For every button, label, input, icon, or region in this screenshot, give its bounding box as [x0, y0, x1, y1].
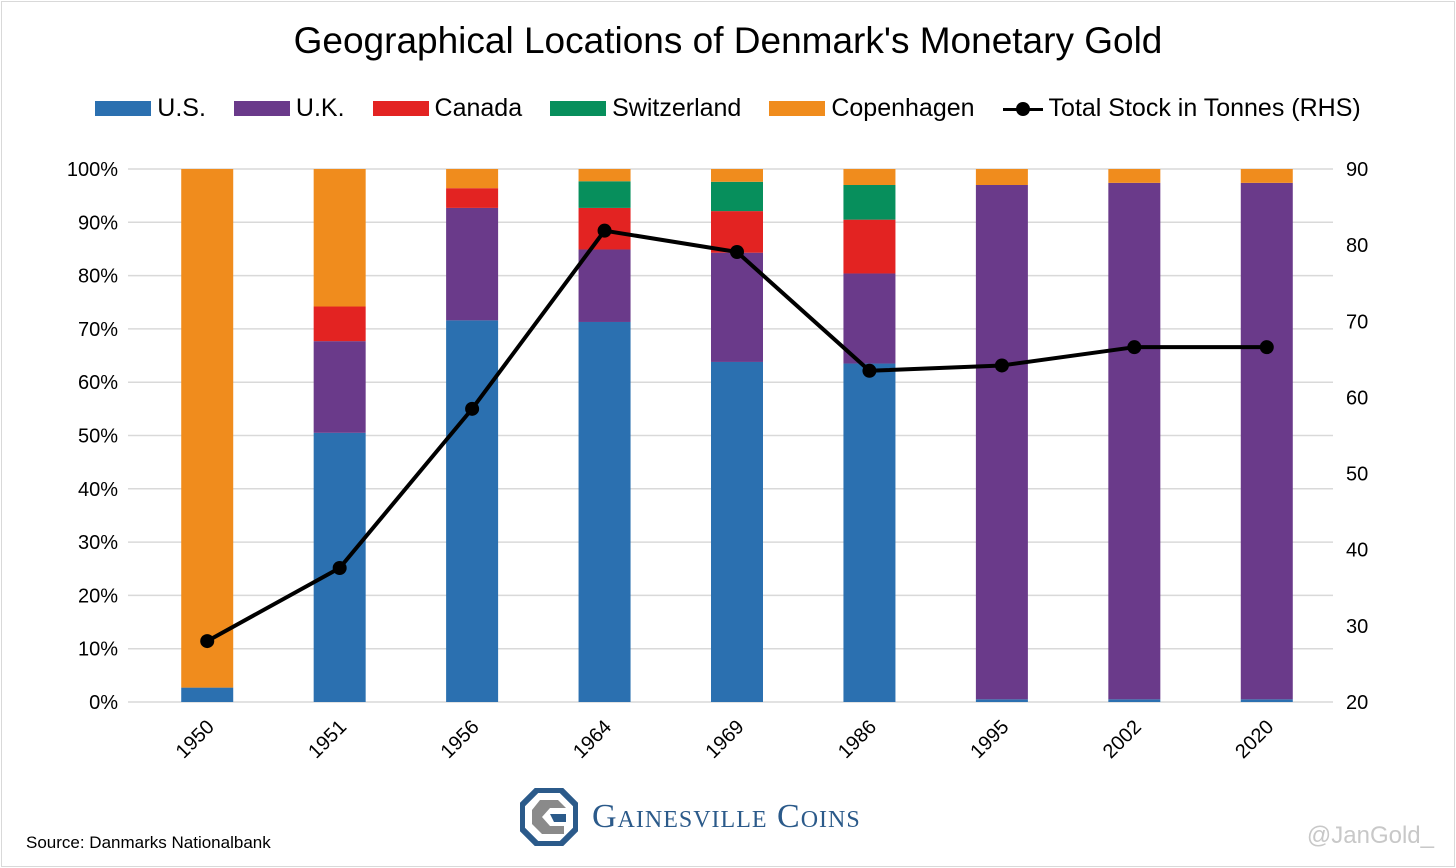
legend-item: U.S. [95, 94, 206, 123]
y-left-tick-label: 50% [78, 426, 118, 448]
y-right-tick-label: 20 [1346, 692, 1368, 714]
legend-label: U.S. [157, 94, 206, 122]
legend: U.S. U.K. Canada Switzerland Copenhagen Total… [0, 94, 1456, 123]
legend-swatch [550, 101, 607, 116]
y-left-tick-label: 60% [78, 372, 118, 394]
y-left-tick-label: 20% [78, 585, 118, 607]
bar-segment-u-k [843, 273, 896, 364]
total-stock-point [862, 363, 877, 378]
y-left-tick-label: 30% [78, 532, 118, 554]
bar-segment-u-k [313, 341, 366, 433]
legend-item: U.K. [233, 94, 345, 123]
legend-label: Switzerland [612, 94, 742, 122]
y-left-tick-label: 40% [78, 479, 118, 501]
bar-segment-u-s [1108, 699, 1161, 702]
bar-segment-u-k [578, 249, 631, 322]
bar-segment-switzerland [711, 181, 763, 212]
total-stock-point [1259, 340, 1274, 355]
legend-label: Copenhagen [831, 94, 975, 122]
total-stock-point [1127, 340, 1142, 355]
y-right-tick-label: 60 [1346, 387, 1368, 409]
bar-segment-switzerland [843, 184, 896, 220]
legend-item: Total Stock in Tonnes (RHS) [1002, 94, 1361, 123]
x-tick-label: 1956 [437, 716, 484, 763]
x-tick-label: 1986 [834, 716, 881, 763]
bar-segment-u-s [578, 321, 631, 702]
y-left-tick-label: 100% [67, 159, 118, 181]
legend-line-marker-icon [1002, 101, 1043, 117]
y-left-tick-label: 70% [78, 319, 118, 341]
legend-item: Copenhagen [769, 94, 975, 123]
total-stock-point [994, 358, 1009, 373]
legend-item: Switzerland [550, 94, 741, 123]
source-note: Source: Danmarks Nationalbank [26, 833, 271, 852]
bar-segment-u-s [975, 699, 1028, 702]
bar-segment-u-s [181, 687, 234, 702]
y-left-tick-label: 0% [89, 692, 118, 714]
bar-segment-u-k [975, 184, 1028, 700]
x-tick-label: 2002 [1099, 716, 1146, 763]
bar-segment-copenhagen [711, 169, 763, 182]
bar-segment-u-k [1108, 182, 1161, 700]
bar-segment-copenhagen [1240, 169, 1293, 183]
bar-segment-u-k [446, 207, 499, 321]
y-left-tick-label: 10% [78, 639, 118, 661]
bar-segment-u-s [843, 363, 896, 702]
x-tick-label: 1950 [172, 716, 219, 763]
x-tick-label: 1951 [304, 716, 351, 763]
x-tick-label: 1995 [966, 716, 1013, 763]
legend-label: Canada [434, 94, 523, 122]
bar-segment-copenhagen [578, 169, 631, 182]
bar-segment-copenhagen [843, 169, 896, 185]
bar-segment-copenhagen [181, 169, 234, 688]
logo-emblem-icon [520, 788, 578, 846]
y-right-tick-label: 30 [1346, 616, 1368, 638]
total-stock-point [730, 244, 744, 259]
bar-segment-copenhagen [313, 169, 366, 307]
legend-item: Canada [372, 94, 523, 123]
logo-text: Gainesville Coins [592, 798, 861, 835]
x-tick-label: 1969 [702, 716, 749, 763]
total-stock-point [465, 401, 480, 416]
legend-swatch [372, 101, 429, 116]
y-left-tick-label: 80% [78, 266, 118, 288]
bar-segment-canada [843, 219, 896, 274]
legend-swatch [95, 101, 152, 116]
bar-segment-canada [446, 188, 499, 208]
y-right-tick-label: 40 [1346, 540, 1368, 562]
total-stock-point [200, 634, 215, 649]
bar-segment-copenhagen [975, 169, 1028, 185]
legend-label: U.K. [295, 94, 345, 122]
gainesville-coins-logo: Gainesville Coins [520, 788, 861, 846]
bar-segment-copenhagen [446, 169, 499, 189]
chart-title: Geographical Locations of Denmark's Mone… [293, 20, 1163, 61]
legend-swatch [233, 101, 290, 116]
bar-segment-canada [313, 306, 366, 342]
y-right-tick-label: 80 [1346, 235, 1368, 257]
y-right-tick-label: 70 [1346, 311, 1368, 333]
legend-swatch [769, 101, 826, 116]
total-stock-point [597, 223, 612, 238]
author-handle: @JanGold_ [1306, 822, 1434, 849]
y-right-tick-label: 50 [1346, 464, 1368, 486]
bar-segment-copenhagen [1108, 169, 1161, 183]
total-stock-point [332, 560, 347, 575]
bar-segment-u-k [711, 252, 763, 362]
bar-segment-u-s [446, 320, 499, 702]
y-left-tick-label: 90% [78, 212, 118, 234]
bar-segment-switzerland [578, 181, 631, 208]
x-tick-label: 2020 [1231, 716, 1278, 763]
bar-segment-u-s [711, 361, 763, 702]
x-tick-label: 1964 [569, 716, 616, 763]
bar-segment-u-k [1240, 182, 1293, 700]
bar-segment-u-s [1240, 699, 1293, 702]
y-right-tick-label: 90 [1346, 159, 1368, 181]
legend-label: Total Stock in Tonnes (RHS) [1048, 94, 1361, 122]
